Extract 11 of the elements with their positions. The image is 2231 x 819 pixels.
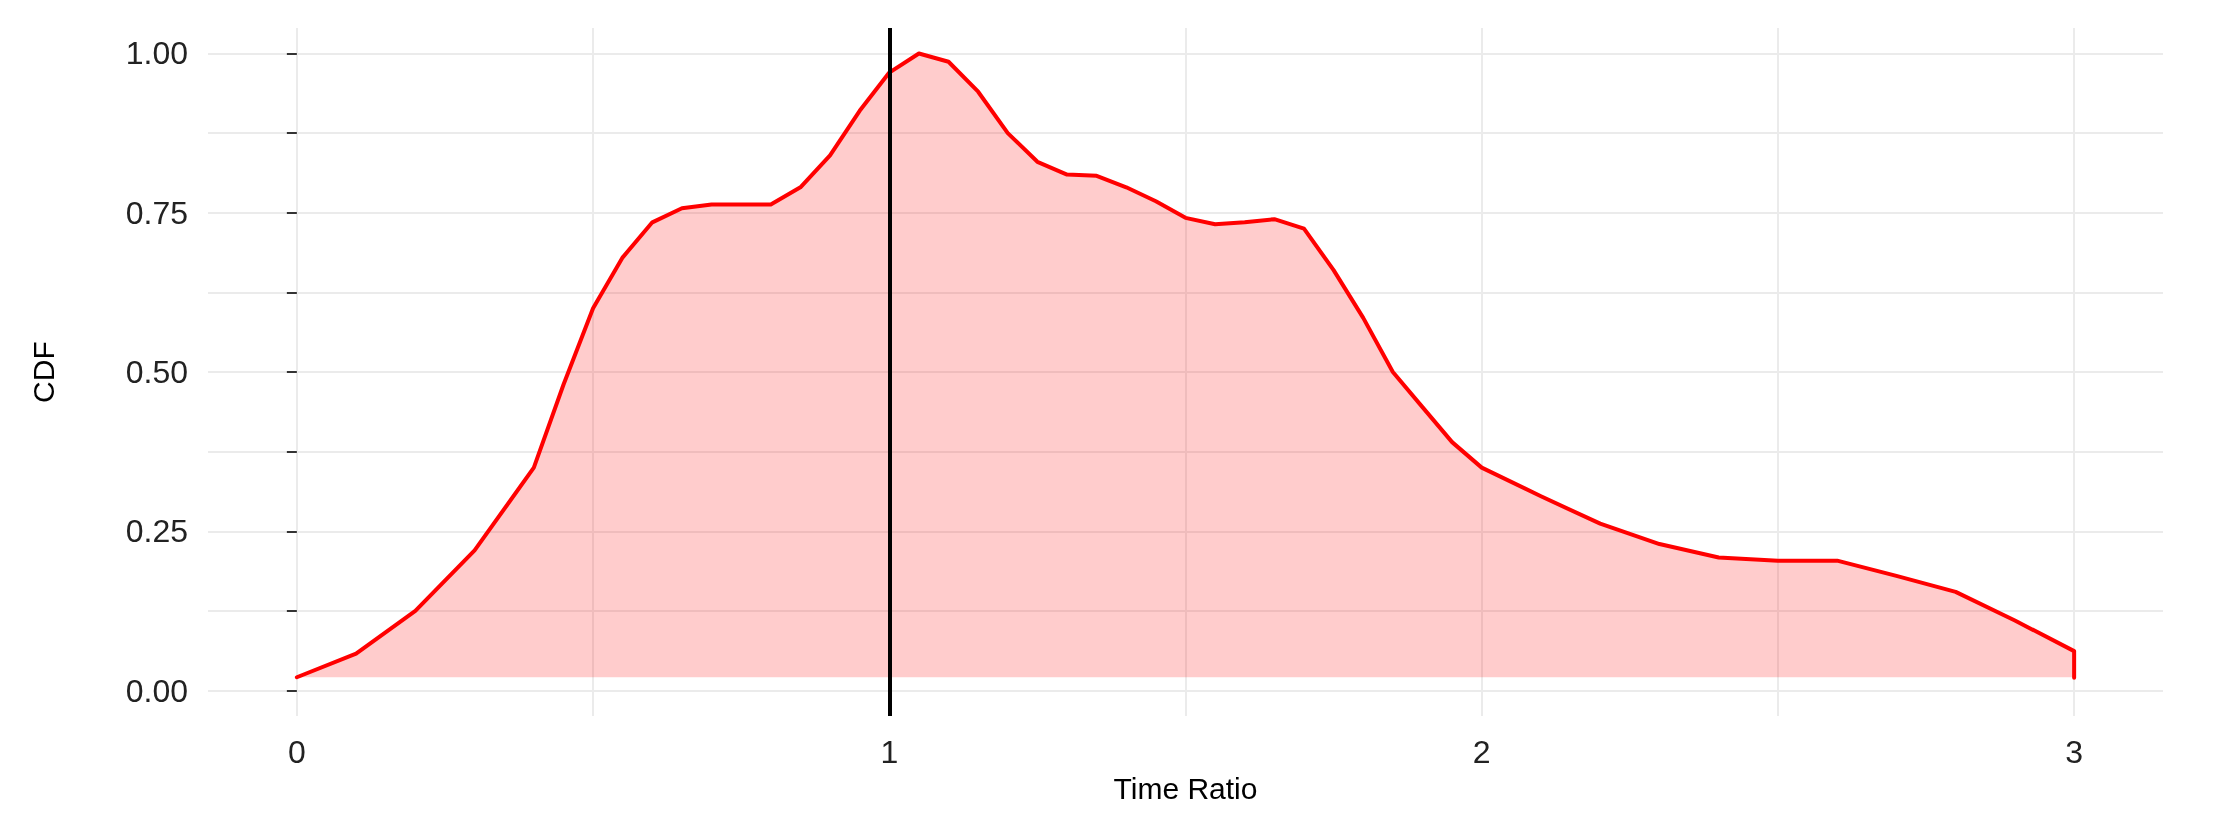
y-axis-title: CDF <box>26 341 60 403</box>
x-axis-title: Time Ratio <box>1113 771 1258 805</box>
x-tick-label: 2 <box>1472 734 1491 771</box>
x-tick-label: 0 <box>287 734 306 771</box>
x-tick-label: 3 <box>2065 734 2084 771</box>
y-tick-label: 0.75 <box>125 194 188 231</box>
x-tick-label: 1 <box>880 734 899 771</box>
y-tick-label: 1.00 <box>125 35 188 72</box>
y-tick-label: 0.00 <box>125 672 188 709</box>
y-tick-label: 0.25 <box>125 513 188 550</box>
y-tick-label: 0.50 <box>125 354 188 391</box>
